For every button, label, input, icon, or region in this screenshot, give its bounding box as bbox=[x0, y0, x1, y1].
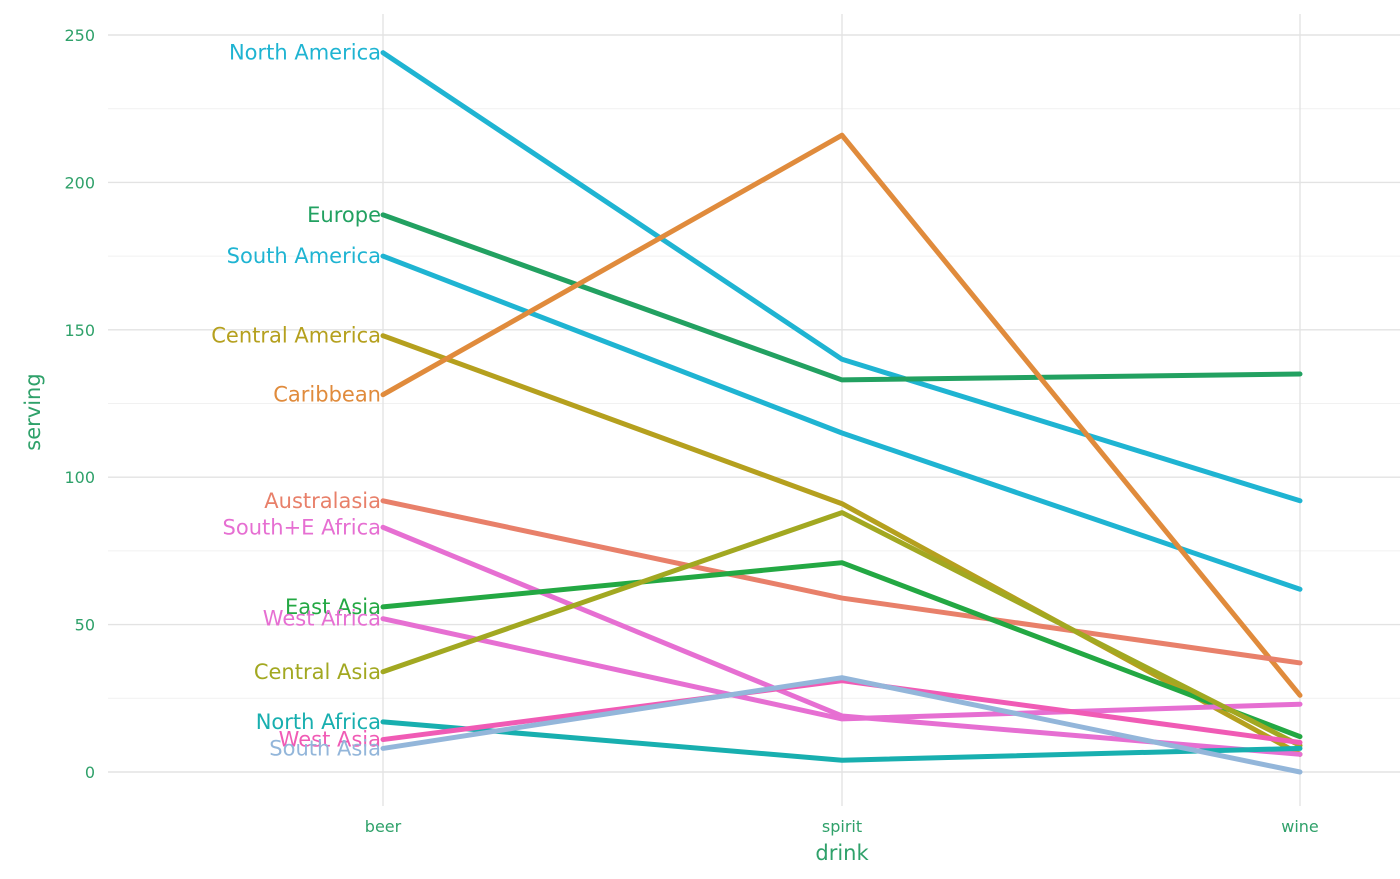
series-label-europe: Europe bbox=[307, 203, 381, 227]
y-axis-title: serving bbox=[21, 373, 45, 450]
series-line-east-asia bbox=[380, 560, 1303, 740]
y-tick-label: 50 bbox=[75, 616, 95, 635]
x-axis-title: drink bbox=[815, 841, 869, 865]
y-tick-label: 0 bbox=[85, 763, 95, 782]
series-line-australasia bbox=[380, 498, 1303, 666]
y-tick-label: 150 bbox=[64, 321, 95, 340]
series-label-central-america: Central America bbox=[211, 324, 381, 348]
series-label-west-africa: West Africa bbox=[263, 607, 381, 631]
y-tick-label: 100 bbox=[64, 468, 95, 487]
y-tick-label: 250 bbox=[64, 26, 95, 45]
series-line-north-america bbox=[380, 50, 1303, 504]
series-label-east-asia: East Asia bbox=[285, 595, 381, 619]
series-label-south-asia: South Asia bbox=[269, 736, 381, 760]
axis-ticks: 0 50 100 150 200 250 beer spirit wine bbox=[64, 26, 1318, 836]
series-label-caribbean: Caribbean bbox=[273, 383, 381, 407]
x-tick-label: beer bbox=[365, 817, 402, 836]
series-label-australasia: Australasia bbox=[264, 489, 381, 513]
series-line-north-africa bbox=[380, 719, 1303, 763]
series-line-south-america bbox=[380, 253, 1303, 592]
y-tick-label: 200 bbox=[64, 173, 95, 192]
series-line-central-america bbox=[380, 333, 1303, 757]
x-tick-label: spirit bbox=[822, 817, 862, 836]
series-lines bbox=[380, 50, 1303, 775]
x-tick-label: wine bbox=[1281, 817, 1319, 836]
series-line-west-asia bbox=[380, 678, 1303, 746]
grid bbox=[108, 14, 1400, 806]
series-line-central-asia bbox=[380, 510, 1303, 748]
series-label-central-asia: Central Asia bbox=[254, 660, 381, 684]
series-line-caribbean bbox=[380, 132, 1303, 698]
series-label-north-america: North America bbox=[229, 41, 381, 65]
series-label-south-e-africa: South+E Africa bbox=[223, 515, 381, 539]
series-label-south-america: South America bbox=[227, 244, 381, 268]
series-labels: North America Europe South America Central … bbox=[211, 41, 381, 761]
series-label-north-africa: North Africa bbox=[256, 710, 381, 734]
series-label-west-asia: West Asia bbox=[279, 728, 381, 752]
series-line-west-africa bbox=[380, 616, 1303, 722]
series-line-south-asia bbox=[380, 675, 1303, 775]
series-line-europe bbox=[380, 212, 1303, 383]
